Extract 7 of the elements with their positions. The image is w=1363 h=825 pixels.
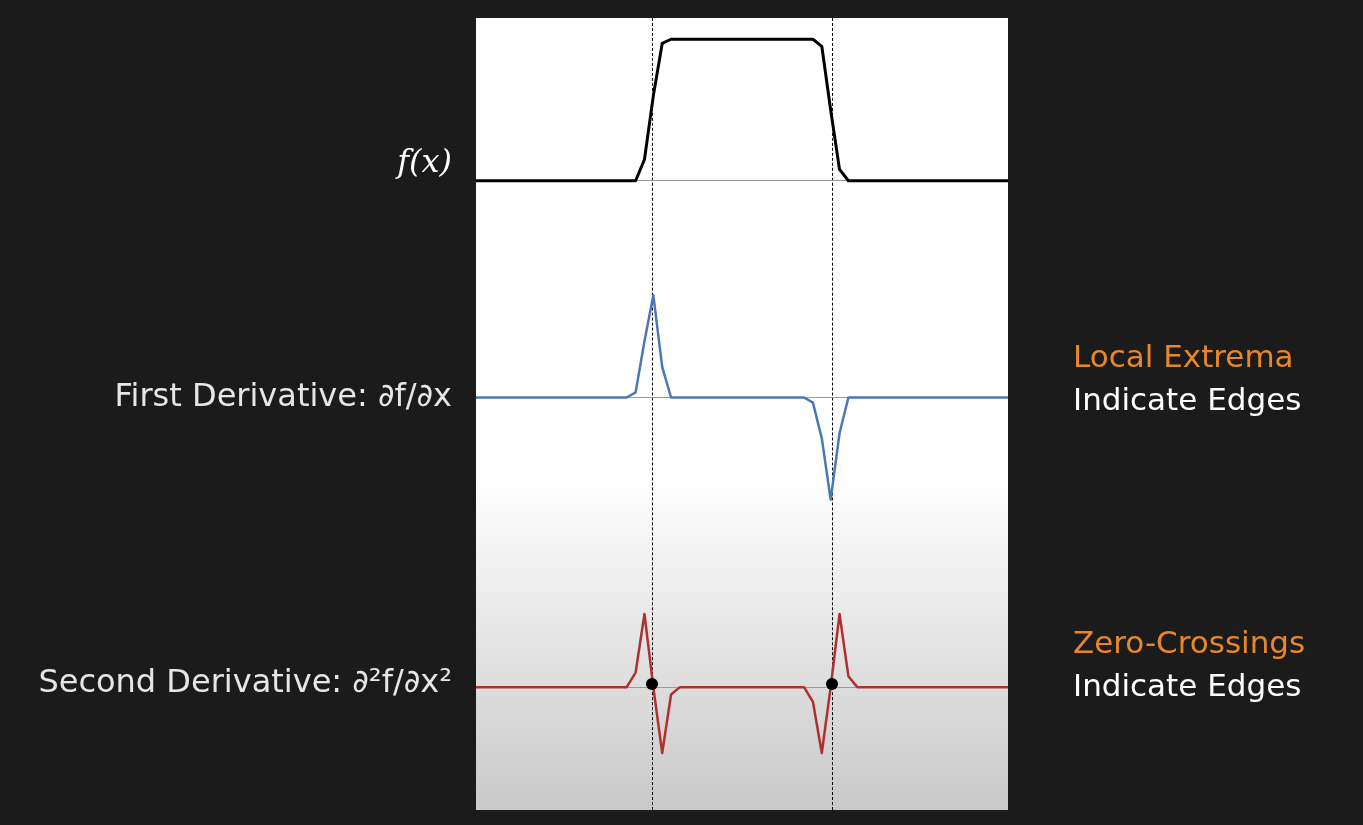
y-axis-title: f(x) — [397, 142, 452, 180]
y-axis-title: Second Derivative: ∂²f/∂x² — [38, 661, 452, 700]
text: Local Extrema — [1073, 337, 1294, 374]
text: Indicate Edges — [1073, 666, 1302, 703]
y-axis-title: First Derivative: ∂f/∂x — [114, 375, 452, 414]
text: Indicate Edges — [1073, 380, 1302, 417]
text: Zero-Crossings — [1073, 623, 1306, 660]
